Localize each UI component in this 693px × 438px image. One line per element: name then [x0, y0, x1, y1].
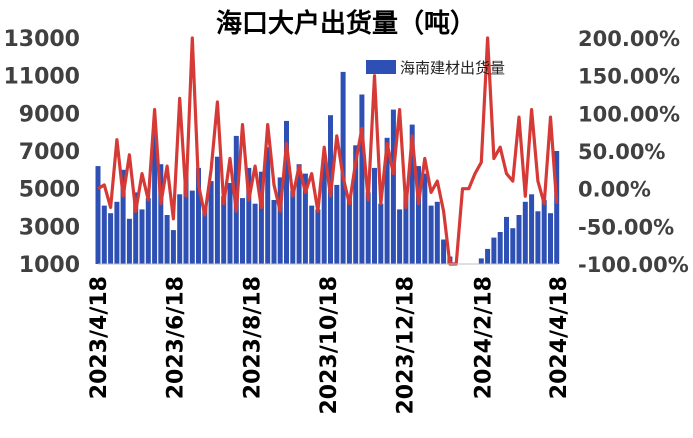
bar: [416, 166, 421, 264]
right-tick-label: -50.00%: [578, 215, 674, 239]
bar: [126, 218, 132, 264]
right-tick-label: 200.00%: [578, 27, 680, 51]
bar: [365, 192, 371, 264]
bar: [516, 215, 522, 264]
left-tick-label: 11000: [3, 65, 80, 90]
bar: [522, 201, 528, 264]
bar: [321, 158, 327, 264]
x-tick-label: 2023/6/18: [164, 276, 189, 399]
bar: [334, 184, 340, 264]
bar: [145, 198, 151, 264]
bar: [535, 211, 541, 264]
bar: [504, 216, 509, 264]
legend: 海南建材出货量: [366, 59, 505, 77]
bar: [133, 192, 139, 264]
bar: [183, 171, 189, 264]
bar: [208, 181, 214, 264]
bar: [101, 205, 107, 264]
legend-swatch: [366, 60, 396, 74]
bar: [497, 232, 503, 264]
bar: [554, 151, 560, 264]
bar: [120, 169, 126, 264]
legend-label: 海南建材出货量: [400, 59, 505, 77]
x-tick-label: 2023/10/18: [317, 276, 342, 415]
bar: [372, 167, 377, 264]
right-tick-label: 0.00%: [578, 178, 651, 202]
bars-layer: [95, 71, 560, 265]
bar: [214, 156, 220, 264]
bar: [529, 194, 535, 264]
right-tick-label: 50.00%: [578, 140, 665, 164]
bar: [309, 205, 315, 264]
bar: [397, 209, 403, 264]
x-tick-label: 2024/2/18: [472, 276, 497, 399]
bar: [246, 167, 252, 264]
bar: [491, 237, 497, 264]
bar: [196, 167, 201, 264]
bar: [114, 201, 120, 264]
bar: [441, 239, 447, 264]
right-tick-label: 100.00%: [578, 102, 680, 126]
left-tick-label: 1000: [19, 253, 80, 278]
bar: [240, 198, 245, 264]
bar: [434, 201, 440, 264]
left-tick-label: 3000: [19, 215, 80, 240]
x-tick-label: 2024/4/18: [547, 276, 572, 399]
bar: [265, 147, 271, 264]
bar: [258, 171, 264, 264]
bar: [302, 173, 308, 264]
x-axis: 2023/4/18 2023/6/18 2023/8/18 2023/10/18 202…: [87, 263, 572, 415]
bar: [390, 109, 396, 264]
x-tick-label: 2023/12/18: [394, 276, 419, 415]
bar: [428, 205, 434, 264]
x-tick-label: 2023/8/18: [240, 276, 265, 399]
bar: [346, 196, 352, 264]
bar: [221, 196, 227, 264]
right-tick-label: 150.00%: [578, 65, 680, 89]
line-layer: [97, 36, 559, 266]
bar: [164, 215, 170, 264]
left-tick-label: 9000: [19, 102, 80, 127]
left-tick-label: 7000: [19, 140, 80, 165]
bar: [403, 194, 409, 264]
bar: [353, 145, 359, 264]
chart-title: 海口大户出货量（吨）: [216, 8, 476, 39]
left-tick-label: 13000: [3, 27, 80, 52]
right-axis: -100.00% -50.00% 0.00% 50.00% 100.00% 150.00%…: [578, 27, 689, 277]
left-tick-label: 5000: [19, 178, 80, 203]
bar: [252, 203, 258, 264]
bar: [478, 258, 484, 264]
bar: [177, 194, 183, 264]
growth-line: [97, 36, 559, 266]
x-tick-label: 2023/4/18: [87, 276, 112, 399]
bar: [170, 230, 176, 264]
left-axis: 1000 3000 5000 7000 9000 11000 13000: [3, 27, 80, 278]
bar: [277, 177, 283, 264]
bar: [108, 213, 114, 264]
bar: [541, 200, 547, 264]
bar: [202, 205, 208, 264]
bar: [378, 203, 384, 264]
bar: [284, 120, 289, 265]
bar: [359, 94, 365, 264]
bar: [315, 209, 321, 264]
bar: [510, 228, 516, 264]
bar: [485, 248, 491, 264]
bar: [158, 164, 164, 264]
bar: [548, 213, 553, 264]
bar: [290, 190, 296, 264]
bar: [422, 173, 428, 264]
right-tick-label: -100.00%: [578, 253, 689, 277]
bar: [139, 209, 145, 264]
bar: [409, 124, 415, 264]
bar: [227, 183, 233, 264]
bar: [296, 164, 302, 264]
bar: [152, 134, 158, 264]
bar: [271, 200, 277, 264]
bar: [384, 137, 390, 264]
bar: [95, 166, 101, 264]
bar: [189, 190, 195, 264]
